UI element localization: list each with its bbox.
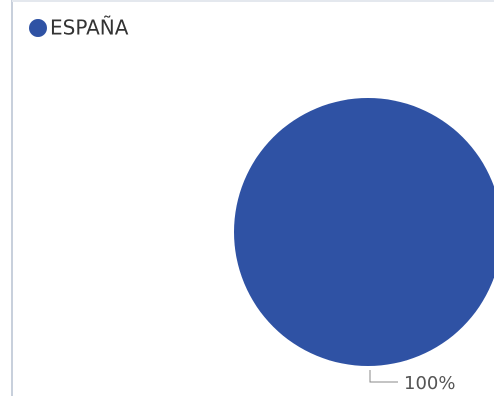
legend-marker	[29, 19, 47, 37]
leader-line	[369, 370, 398, 383]
data-label: 100%	[404, 373, 455, 394]
legend-label: ESPAÑA	[50, 16, 129, 40]
pie-slice	[234, 98, 494, 366]
